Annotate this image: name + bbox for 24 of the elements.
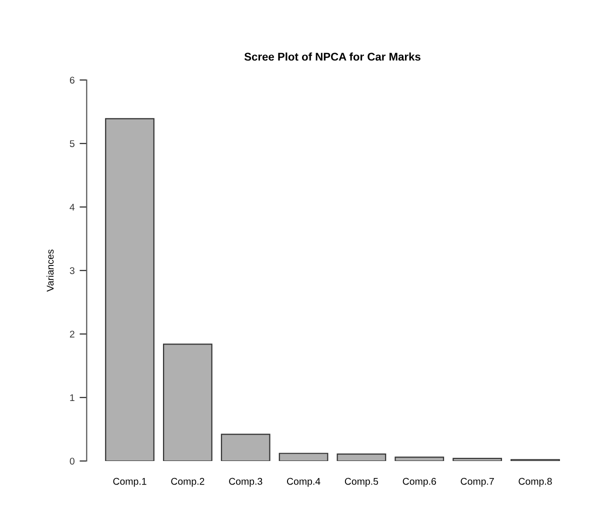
x-tick-label: Comp.5 — [344, 478, 378, 487]
x-tick-label: Comp.7 — [460, 478, 494, 487]
chart-title: Scree Plot of NPCA for Car Marks — [244, 52, 420, 61]
x-tick-label: Comp.1 — [113, 478, 146, 487]
bar — [278, 452, 328, 461]
x-tick-label: Comp.3 — [229, 478, 262, 487]
bar — [162, 344, 212, 461]
y-tick-label: 4 — [70, 204, 75, 211]
x-tick-label: Comp.2 — [171, 478, 204, 487]
bar — [394, 456, 444, 461]
bar — [452, 458, 502, 461]
x-tick-label: Comp.8 — [518, 478, 552, 487]
y-tick-label: 5 — [70, 140, 74, 148]
y-axis-title: Variances — [46, 250, 54, 292]
x-tick-label: Comp.4 — [287, 478, 320, 487]
bar — [220, 434, 270, 461]
bar — [105, 118, 154, 461]
y-tick-label: 1 — [70, 394, 74, 402]
bar — [336, 453, 386, 461]
y-tick-label: 2 — [70, 330, 74, 338]
y-tick-label: 0 — [70, 458, 74, 465]
y-tick-label: 3 — [70, 267, 74, 274]
y-tick-label: 6 — [70, 76, 74, 84]
x-tick-label: Comp.6 — [402, 478, 436, 487]
